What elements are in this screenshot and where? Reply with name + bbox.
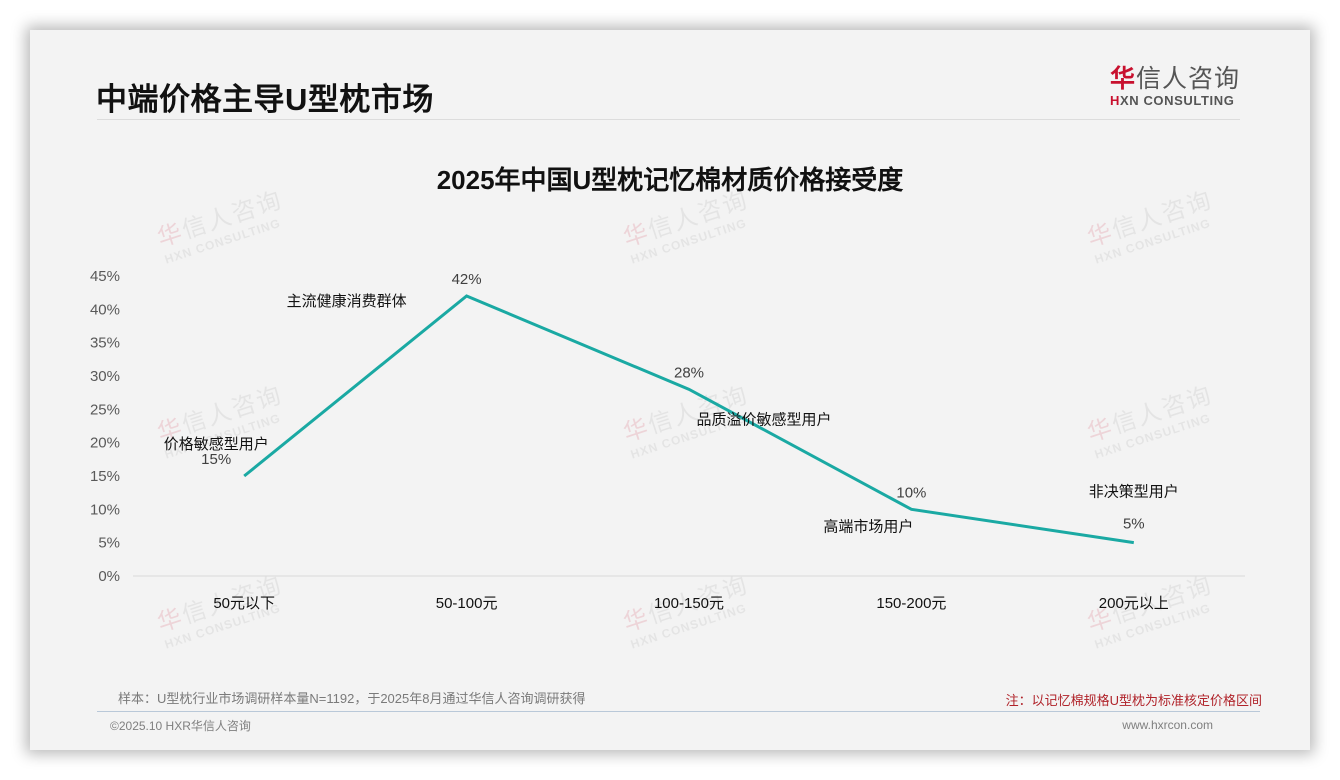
header-divider xyxy=(97,119,1240,120)
y-tick-label: 25% xyxy=(90,401,120,418)
y-tick-label: 40% xyxy=(90,301,120,318)
x-category-label: 50-100元 xyxy=(436,595,498,612)
segment-annotation: 高端市场用户 xyxy=(823,518,913,535)
x-category-label: 200元以上 xyxy=(1099,595,1169,612)
methodology-note: 注：以记忆棉规格U型枕为标准核定价格区间 xyxy=(1005,693,1262,708)
company-logo: 华信人咨询 HXN CONSULTING xyxy=(1110,65,1240,109)
logo-cn: 华信人咨询 xyxy=(1110,65,1240,93)
segment-annotation: 非决策型用户 xyxy=(1089,484,1179,501)
line-chart: 0% 5% 10% 15% 20% 25% 30% 35% 40% 45% 50元以下 50-100元… xyxy=(90,268,1245,612)
chart-title: 2025年中国U型枕记忆棉材质价格接受度 xyxy=(436,165,904,195)
page-title: 中端价格主导U型枕市场 xyxy=(96,82,434,117)
x-category-label: 100-150元 xyxy=(654,595,724,612)
y-tick-label: 0% xyxy=(98,568,120,585)
logo-en-rest: XN CONSULTING xyxy=(1119,93,1235,108)
slide: 中端价格主导U型枕市场 华信人咨询 HXN CONSULTING 华信人咨询 HX… xyxy=(30,30,1310,750)
y-tick-label: 45% xyxy=(90,268,120,285)
logo-cn-first: 华 xyxy=(1109,65,1136,93)
copyright: ©2025.10 HXR华信人咨询 xyxy=(110,719,251,733)
x-category-label: 50元以下 xyxy=(213,595,275,612)
logo-en-first: H xyxy=(1109,93,1120,108)
y-tick-label: 20% xyxy=(90,435,120,452)
segment-annotation: 品质溢价敏感型用户 xyxy=(696,411,831,428)
y-tick-label: 15% xyxy=(90,468,120,485)
website-link[interactable]: www.hxrcon.com xyxy=(1122,718,1213,732)
footer-divider xyxy=(97,711,1260,712)
sample-note: 样本：U型枕行业市场调研样本量N=1192，于2025年8月通过华信人咨询调研获… xyxy=(118,691,586,706)
y-tick-label: 10% xyxy=(90,501,120,518)
y-tick-label: 5% xyxy=(98,535,120,552)
data-value-label: 42% xyxy=(452,271,482,288)
y-tick-label: 30% xyxy=(90,368,120,385)
data-value-label: 10% xyxy=(896,484,926,501)
logo-en: HXN CONSULTING xyxy=(1110,93,1240,109)
segment-annotation: 价格敏感型用户 xyxy=(164,436,269,453)
data-value-label: 28% xyxy=(674,364,704,381)
logo-cn-rest: 信人咨询 xyxy=(1135,65,1240,93)
x-category-label: 150-200元 xyxy=(876,595,946,612)
segment-annotation: 主流健康消费群体 xyxy=(287,293,407,310)
data-value-label: 5% xyxy=(1123,516,1145,533)
data-line xyxy=(243,294,1135,545)
data-value-label: 15% xyxy=(201,451,231,468)
y-tick-label: 35% xyxy=(90,335,120,352)
